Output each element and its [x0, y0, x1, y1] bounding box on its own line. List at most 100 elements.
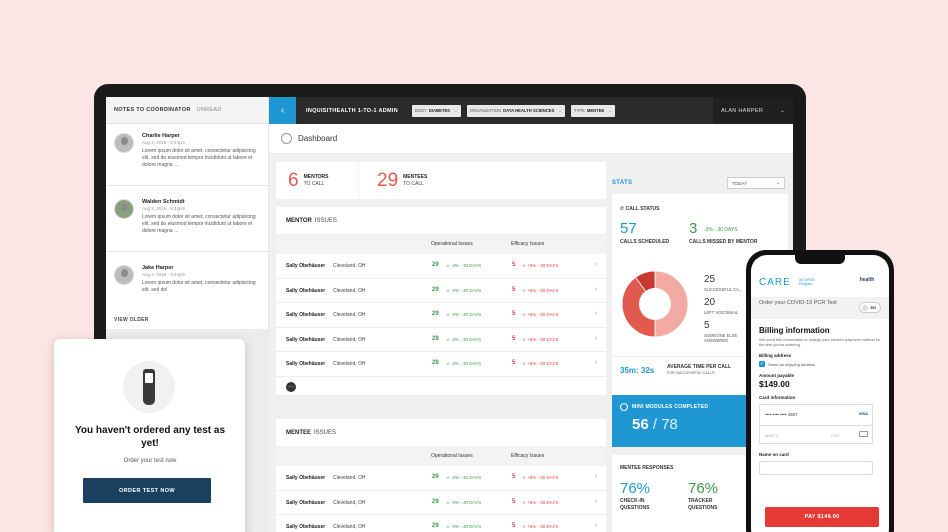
voicemail-number: 20: [704, 297, 716, 308]
table-row[interactable]: Sally Obehäuser Cleveland, OH 29 ≍ -3% - 30…: [276, 466, 606, 491]
back-button[interactable]: ‹: [269, 97, 296, 124]
checkin-label: CHECK-IN QUESTIONS: [620, 498, 650, 511]
chevron-right-icon: ›: [594, 497, 597, 505]
card-number-field[interactable]: •••• •••• •••• 4567: [765, 412, 798, 418]
table-row[interactable]: Sally Obehäuser Cleveland, OH 29 ≍ -3% - 30…: [276, 328, 606, 352]
language-toggle[interactable]: EN: [859, 302, 881, 313]
operational-delta: ≍ -3% - 30 DAYS: [446, 475, 482, 480]
avatar: [114, 133, 134, 153]
row-location: Cleveland, OH: [333, 287, 366, 294]
table-row[interactable]: Sally Obehäuser Cleveland, OH 29 ≍ -3% - 30…: [276, 491, 606, 515]
note-date: Aug 3, 2016 - 9:44pm: [142, 206, 186, 211]
table-row[interactable]: Sally Obehäuser Cleveland, OH 29 ≍ -3% - 30…: [276, 303, 606, 328]
check-icon: ✓: [759, 361, 765, 368]
row-location: Cleveland, OH: [333, 499, 366, 506]
calls-missed-label: CALLS MISSED BY MENTOR: [689, 239, 758, 245]
table-row[interactable]: Sally Obehäuser Cleveland, OH 29 ≍ -3% - 30…: [276, 352, 606, 377]
note-name: Walden Schmidt: [142, 199, 185, 205]
table-row[interactable]: Sally Obehäuser Cleveland, OH 29 ≍ -3% - 30…: [276, 254, 606, 279]
mini-modules-title: MINI MODULES COMPLETED: [632, 404, 709, 410]
efficacy-count: 5: [512, 262, 516, 268]
order-test-button[interactable]: ORDER TEST NOW: [83, 478, 211, 503]
card-input[interactable]: •••• •••• •••• 4567 VISA MM/YY CVV: [759, 404, 873, 445]
call-status-title: ✆ CALL STATUS: [620, 206, 660, 212]
page-title-bar: Dashboard: [269, 124, 793, 154]
table-row[interactable]: Sally Obehäuser Cleveland, OH 29 ≍ -3% - 30…: [276, 515, 606, 532]
efficacy-count: 5: [512, 311, 516, 317]
card-icon: [859, 431, 868, 438]
efficacy-count: 5: [512, 474, 516, 480]
chevron-right-icon: ›: [594, 285, 597, 293]
calls-missed-delta: -3% - 30 DAYS: [704, 227, 738, 233]
period-select[interactable]: TODAY ⌄: [727, 177, 785, 189]
operational-count: 29: [432, 311, 439, 317]
operational-count: 29: [432, 474, 439, 480]
care-logo-sub: An OPOD Program: [799, 278, 815, 287]
avatar: [114, 199, 134, 219]
successful-number: 25: [704, 274, 716, 285]
note-text: Lorem ipsum dolor sit amet, consectetur …: [142, 214, 256, 234]
divider: [612, 356, 788, 357]
visa-icon: VISA: [858, 411, 868, 417]
filter-type[interactable]: TYPE MENTEE ⌄: [570, 104, 615, 117]
row-name: Sally Obehäuser: [286, 263, 326, 269]
mentee-responses-title: MENTEE RESPONSES: [620, 465, 674, 471]
billing-address-label: Billing address: [759, 353, 792, 359]
voicemail-label: LEFT VOICEMAIL: [704, 310, 739, 315]
efficacy-count: 5: [512, 498, 516, 505]
notes-filter[interactable]: UNREAD: [196, 107, 222, 113]
billing-description: We need this information to charge your …: [759, 337, 881, 348]
efficacy-count: 5: [512, 286, 516, 293]
table-row[interactable]: Sally Obehäuser Cleveland, OH 29 ≍ -3% - 30…: [276, 279, 606, 303]
operational-delta: ≍ -3% - 30 DAYS: [446, 263, 482, 268]
chevron-right-icon: ›: [594, 522, 597, 529]
cvv-field[interactable]: CVV: [831, 433, 840, 439]
notes-title: NOTES TO COORDINATOR: [114, 107, 191, 113]
note-text: Lorem ipsum dolor sit amet, consectetur …: [142, 280, 256, 293]
row-location: Cleveland, OH: [333, 475, 366, 481]
laptop-screen: NOTES TO COORDINATOR UNREAD Charlie Harp…: [106, 97, 793, 532]
app-title: INQUISITHEALTH 1-TO-1 ADMIN: [306, 107, 399, 114]
amount-value: $149.00: [759, 379, 790, 390]
health-logo: health: [859, 277, 875, 283]
note-name: Jake Harper: [142, 265, 174, 271]
operational-delta: ≍ -3% - 30 DAYS: [446, 336, 482, 342]
note-item[interactable]: Jake Harper Aug 3, 2016 - 9:44pm Lorem i…: [106, 265, 269, 294]
card-info-label: Card information: [759, 395, 796, 401]
note-name: Charlie Harper: [142, 133, 180, 139]
note-item[interactable]: Charlie Harper Aug 3, 2016 - 9:44pm Lore…: [106, 133, 269, 169]
row-name: Sally Obehäuser: [286, 336, 326, 343]
pay-button[interactable]: PAY $149.00: [765, 507, 879, 527]
chevron-down-icon: ⌄: [780, 107, 785, 114]
operational-delta: ≍ -3% - 30 DAYS: [446, 361, 482, 366]
note-item[interactable]: Walden Schmidt Aug 3, 2016 - 9:44pm Lore…: [106, 199, 269, 235]
calls-scheduled-label: CALLS SCHEDULED: [620, 239, 670, 245]
row-name: Sally Obehäuser: [286, 287, 326, 294]
mentees-to-call[interactable]: 29 MENTEES TO CALL: [358, 162, 606, 199]
avatar: [114, 265, 134, 285]
section-title: MENTOR ISSUES: [276, 207, 606, 235]
mini-modules-card[interactable]: MINI MODULES COMPLETED 56 / 78: [612, 395, 746, 447]
same-as-shipping-checkbox[interactable]: ✓ Same as shipping address: [759, 361, 816, 368]
chevron-down-icon: ⌄: [558, 108, 562, 113]
operational-count: 29: [432, 262, 439, 268]
filter-body[interactable]: BODY DIABETES ⌄: [412, 104, 461, 117]
filter-organization[interactable]: ORGANIZATION DATA HEALTH SCIENCES ⌄: [466, 104, 565, 117]
more-button[interactable]: …: [286, 382, 296, 392]
mentors-to-call[interactable]: 6 MENTORS TO CALL: [288, 169, 329, 191]
chevron-right-icon: ›: [594, 334, 597, 342]
operational-delta: ≍ -3% - 30 DAYS: [446, 312, 482, 317]
row-location: Cleveland, OH: [333, 524, 366, 530]
operational-delta: ≍ -3% - 30 DAYS: [446, 524, 482, 529]
care-logo: CARE: [759, 277, 791, 288]
expiry-field[interactable]: MM/YY: [765, 433, 779, 439]
row-name: Sally Obehäuser: [286, 312, 326, 318]
phone-notch: [795, 255, 845, 264]
efficacy-count: 5: [512, 360, 516, 366]
phone-frame: CARE An OPOD Program health Order your C…: [746, 250, 894, 532]
name-on-card-input[interactable]: [759, 461, 873, 476]
row-name: Sally Obehäuser: [286, 361, 326, 367]
chevron-down-icon: ⌄: [608, 108, 612, 113]
view-older-link[interactable]: VIEW OLDER: [114, 317, 149, 323]
user-menu[interactable]: ALAN HARPER ⌄: [713, 97, 793, 124]
